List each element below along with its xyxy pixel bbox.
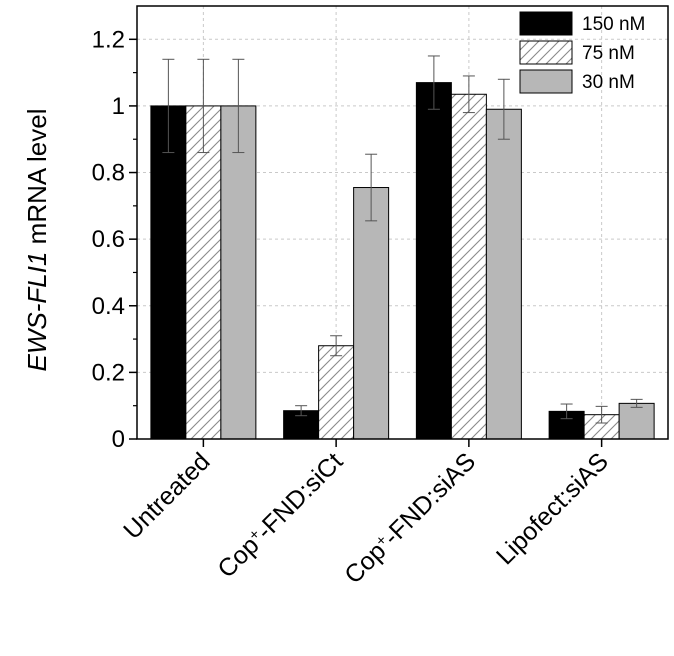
category-label-suffix-2: -FND:siAS <box>378 447 481 550</box>
plot-frame <box>136 5 669 440</box>
bar-30nM-0 <box>220 105 257 440</box>
bar-75nM-0 <box>185 105 222 440</box>
category-label-0: Untreated <box>118 447 215 544</box>
error-bar-150nM-1 <box>295 405 308 417</box>
legend: 150 nM 75 nM 30 nM <box>519 11 645 94</box>
y-tick-label-1: 0.2 <box>92 359 125 386</box>
category-label-main-0: Untreated <box>118 447 215 544</box>
category-label-main-3: Lipofect:siAS <box>491 447 614 570</box>
bar-150nM-2 <box>415 82 452 440</box>
error-bar-150nM-3 <box>560 403 573 420</box>
error-bar-75nM-0 <box>197 58 210 154</box>
y-tick-label-2: 0.4 <box>92 293 125 320</box>
y-axis-label: EWS-FLI1 mRNA level <box>22 109 52 372</box>
y-tick-label-5: 1 <box>112 93 125 120</box>
error-bar-150nM-0 <box>162 58 175 154</box>
y-axis-label-italic: EWS-FLI1 <box>22 252 52 372</box>
error-bar-75nM-2 <box>462 75 475 114</box>
category-label-suffix-1: -FND:siCt <box>251 447 348 544</box>
y-tick-label-6: 1.2 <box>92 26 125 53</box>
error-bar-75nM-3 <box>595 405 608 424</box>
error-bars <box>162 55 643 424</box>
legend-label-2: 30 nM <box>582 72 635 93</box>
bar-75nM-1 <box>318 345 355 440</box>
category-label-1: Cop+-FND:siCt <box>212 447 348 583</box>
legend-swatch-0 <box>519 11 573 36</box>
y-tick-label-3: 0.6 <box>92 226 125 253</box>
y-tick-label-0: 0 <box>112 426 125 453</box>
legend-label-1: 75 nM <box>582 43 635 64</box>
bar-30nM-2 <box>485 108 522 440</box>
y-axis-label-rest: mRNA level <box>22 109 52 252</box>
error-bar-75nM-1 <box>330 335 343 357</box>
category-label-2: Cop+-FND:siAS <box>339 447 481 589</box>
error-bar-30nM-2 <box>497 78 510 140</box>
legend-label-0: 150 nM <box>582 14 645 35</box>
legend-swatch-2 <box>519 69 573 94</box>
error-bar-30nM-1 <box>365 153 378 222</box>
axis-ticks: 0 0.2 0.4 0.6 0.8 1 1.2 <box>92 26 603 453</box>
error-bar-30nM-3 <box>630 398 643 408</box>
category-label-3: Lipofect:siAS <box>491 447 614 570</box>
bars <box>150 82 655 440</box>
bar-30nM-1 <box>353 187 390 440</box>
y-tick-label-4: 0.8 <box>92 160 125 187</box>
bar-30nM-3 <box>618 402 655 440</box>
bar-150nM-0 <box>150 105 187 440</box>
error-bar-30nM-0 <box>232 58 245 154</box>
error-bar-150nM-2 <box>427 55 440 110</box>
legend-swatch-1 <box>519 40 573 65</box>
bar-75nM-2 <box>450 93 487 440</box>
